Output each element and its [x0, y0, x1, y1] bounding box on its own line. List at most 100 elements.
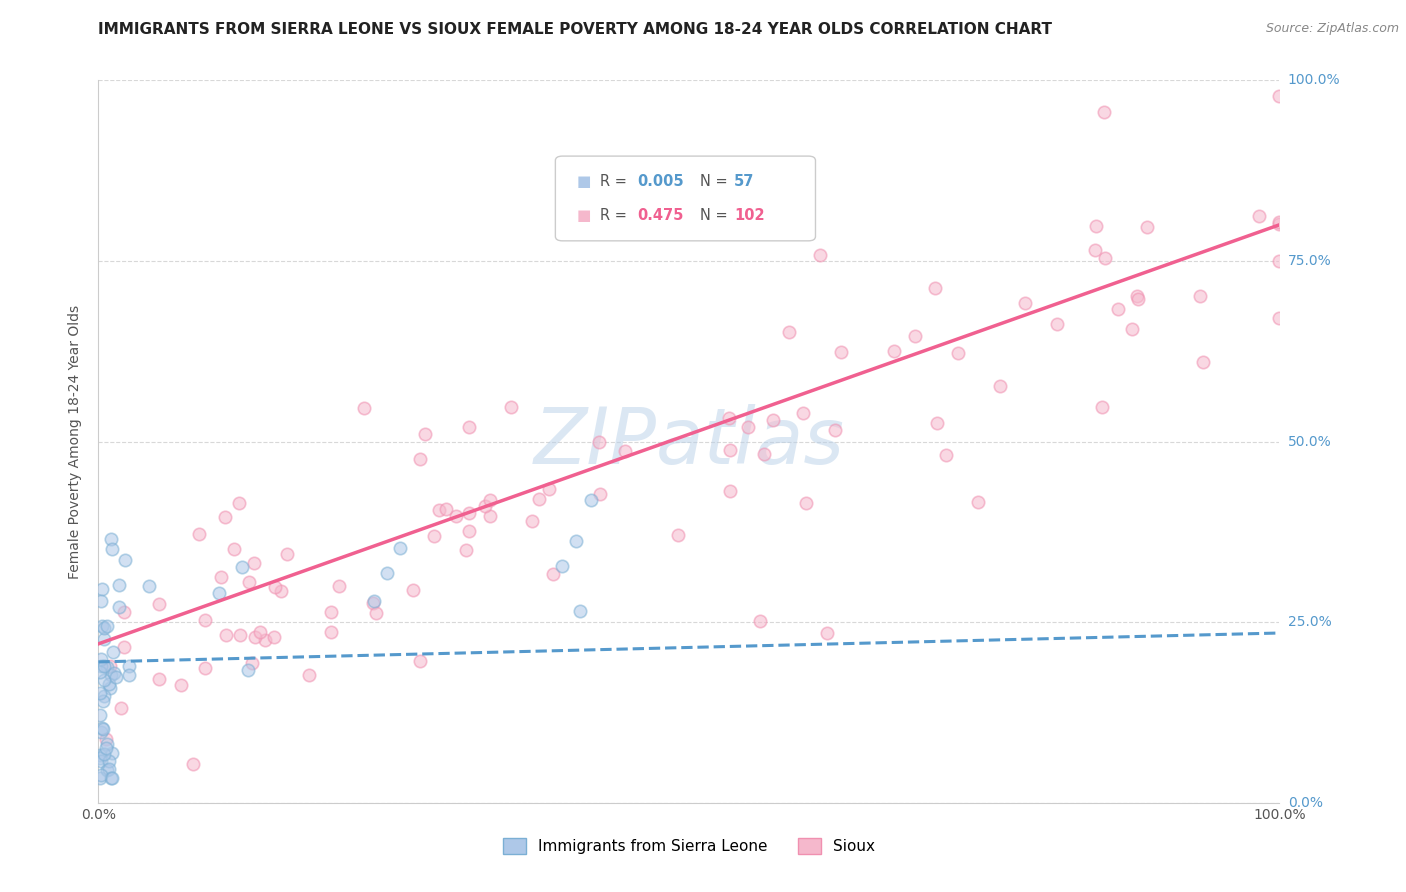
Point [808, 248, 831, 262]
Point [815, 625, 838, 640]
Point [264, 580, 287, 594]
Point [1268, 88, 1291, 103]
Point [170, 678, 193, 692]
Text: ZIPatlas: ZIPatlas [533, 403, 845, 480]
Text: 25.0%: 25.0% [1288, 615, 1331, 629]
Point [209, 570, 232, 584]
Point [754, 447, 776, 461]
Point [100, 668, 122, 682]
Point [458, 524, 481, 538]
Point [1268, 215, 1291, 229]
Point [100, 772, 122, 786]
Point [249, 624, 271, 639]
Point [238, 575, 260, 590]
Point [479, 509, 502, 524]
Point [588, 434, 610, 449]
Point [263, 630, 285, 644]
Point [97, 763, 120, 777]
Point [100, 532, 122, 546]
Point [90, 658, 112, 673]
Point [1192, 354, 1215, 368]
Point [988, 379, 1011, 393]
Point [762, 413, 785, 427]
Point [93, 747, 115, 761]
Point [229, 627, 252, 641]
Text: ■: ■ [576, 208, 591, 223]
Point [364, 606, 387, 620]
Point [101, 541, 124, 556]
Point [717, 410, 740, 425]
Text: 57: 57 [734, 174, 754, 189]
Point [520, 514, 543, 528]
Point [1085, 219, 1108, 234]
Point [89, 665, 111, 679]
Point [527, 491, 550, 506]
Point [537, 482, 560, 496]
Point [242, 556, 264, 570]
Point [90, 582, 112, 596]
Point [118, 668, 141, 682]
Point [579, 492, 602, 507]
Point [98, 659, 121, 673]
Point [98, 677, 121, 691]
Point [96, 619, 118, 633]
Point [427, 503, 450, 517]
Point [718, 483, 741, 498]
Point [89, 686, 111, 700]
Point [409, 654, 432, 668]
Point [90, 721, 112, 735]
Text: 0.005: 0.005 [637, 174, 683, 189]
Point [93, 690, 115, 704]
Point [90, 594, 112, 608]
Text: 100.0%: 100.0% [1288, 73, 1340, 87]
Point [792, 406, 814, 420]
Point [454, 543, 477, 558]
Y-axis label: Female Poverty Among 18-24 Year Olds: Female Poverty Among 18-24 Year Olds [69, 304, 83, 579]
Point [1268, 254, 1291, 268]
Point [402, 583, 425, 598]
Point [499, 400, 522, 414]
Point [89, 750, 111, 764]
Point [100, 746, 122, 760]
Text: 102: 102 [734, 208, 765, 223]
Point [1136, 219, 1159, 234]
Point [222, 542, 245, 557]
Point [935, 448, 957, 462]
Point [434, 502, 457, 516]
Point [276, 547, 298, 561]
Point [104, 670, 127, 684]
Point [270, 583, 292, 598]
Point [215, 628, 238, 642]
Point [194, 613, 217, 627]
Point [194, 661, 217, 675]
Point [458, 420, 481, 434]
Point [90, 652, 112, 666]
Point [1107, 301, 1129, 316]
Point [93, 632, 115, 646]
Point [181, 756, 204, 771]
Point [96, 737, 118, 751]
Point [830, 345, 852, 359]
Point [458, 506, 481, 520]
Point [240, 657, 263, 671]
Point [1094, 251, 1116, 265]
Point [1268, 218, 1291, 232]
Point [103, 665, 125, 680]
Point [1092, 104, 1115, 119]
Point [93, 673, 115, 688]
Point [214, 510, 236, 524]
Point [1126, 293, 1149, 307]
Point [89, 707, 111, 722]
Point [792, 212, 814, 227]
Point [94, 741, 117, 756]
Point [794, 496, 817, 510]
Point [967, 495, 990, 509]
Point [187, 527, 209, 541]
Point [97, 754, 120, 768]
Point [904, 328, 927, 343]
Point [89, 771, 111, 785]
Point [90, 754, 112, 768]
Point [924, 281, 946, 295]
Point [568, 604, 591, 618]
Point [353, 401, 375, 415]
